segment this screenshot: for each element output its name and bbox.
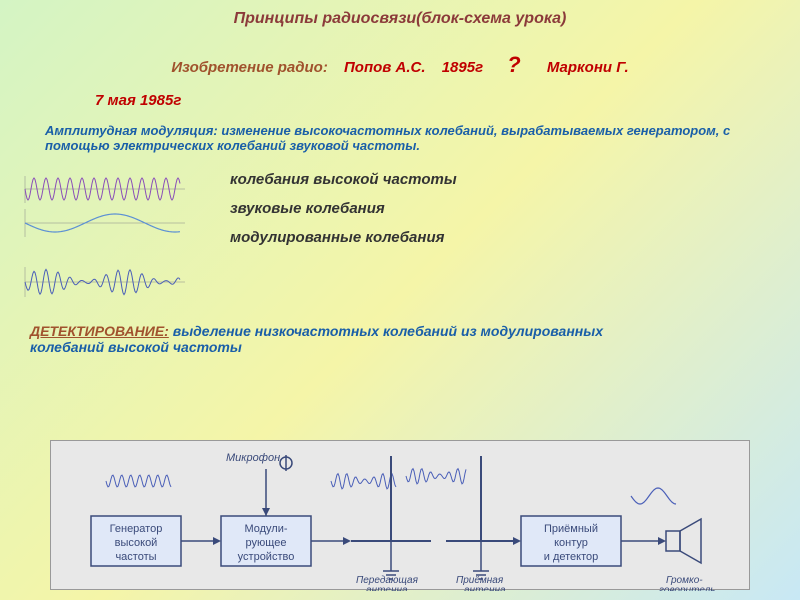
detect-text: выделение низкочастотных колебаний из мо… [173, 323, 603, 339]
svg-text:устройство: устройство [238, 551, 295, 563]
svg-text:частоты: частоты [115, 551, 156, 563]
year-1895: 1895г [442, 59, 483, 76]
amplitude-label: Амплитудная модуляция: [45, 123, 218, 138]
svg-text:высокой: высокой [115, 537, 158, 549]
svg-text:Генератор: Генератор [110, 523, 163, 535]
sound-label: звуковые колебания [230, 200, 457, 217]
detect-label: ДЕТЕКТИРОВАНИЕ: [30, 323, 169, 339]
svg-text:Приёмный: Приёмный [544, 523, 598, 535]
marconi-name: Маркони Г. [547, 59, 629, 76]
detect-text2: колебаний высокой частоты [30, 339, 242, 355]
invention-label: Изобретение радио: [171, 59, 328, 76]
page-title: Принципы радиосвязи(блок-схема урока) [0, 0, 800, 28]
date-line: 7 мая 1985г [95, 92, 800, 109]
svg-text:антенна: антенна [366, 585, 408, 591]
amplitude-block: Амплитудная модуляция: изменение высокоч… [45, 123, 770, 153]
svg-text:говоритель: говоритель [659, 585, 716, 591]
wave-labels: колебания высокой частоты звуковые колеб… [230, 171, 457, 258]
question-mark: ? [507, 52, 520, 77]
modulated-label: модулированные колебания [230, 229, 457, 246]
svg-text:контур: контур [554, 537, 588, 549]
detect-block: ДЕТЕКТИРОВАНИЕ: выделение низкочастотных… [30, 323, 800, 355]
hf-lf-wave-svg [15, 171, 190, 241]
waves-row: колебания высокой частоты звуковые колеб… [15, 171, 800, 258]
svg-text:и детектор: и детектор [544, 551, 599, 563]
block-diagram: Микрофон Генератор высокой частоты Модули-ру… [50, 440, 750, 590]
modulated-wave [15, 264, 800, 305]
svg-text:антенна: антенна [464, 585, 506, 591]
invention-line: Изобретение радио: Попов А.С. 1895г ? Ма… [0, 52, 800, 78]
hf-label: колебания высокой частоты [230, 171, 457, 188]
wave-graphs [15, 171, 190, 241]
diagram-svg: Микрофон Генератор высокой частоты Модули-ру… [51, 441, 751, 591]
svg-text:Микрофон: Микрофон [226, 452, 280, 464]
svg-text:рующее: рующее [246, 537, 287, 549]
mod-wave-svg [15, 264, 190, 300]
popov-name: Попов А.С. [344, 59, 426, 76]
svg-text:Модули-: Модули- [244, 523, 287, 535]
